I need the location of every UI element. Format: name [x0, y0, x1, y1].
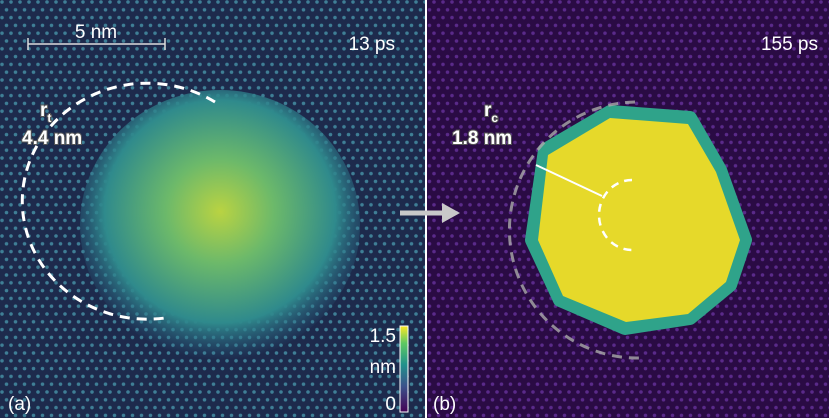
colorbar-unit: nm — [370, 357, 396, 378]
radius-value: 4.4 nm — [22, 128, 82, 149]
blob — [80, 90, 360, 360]
subscript: c — [491, 111, 498, 125]
panel-a: 5 nm 13 ps rt 4.4 nm 1.5 nm 0 (a) — [0, 0, 425, 418]
panel-label: (a) — [8, 394, 31, 415]
time-label: 155 ps — [761, 34, 818, 55]
colorbar-min: 0 — [385, 394, 396, 415]
colorbar-max: 1.5 — [370, 326, 396, 347]
page: 5 nm 13 ps rt 4.4 nm 1.5 nm 0 (a) 155 ps… — [0, 0, 829, 418]
colorbar — [400, 326, 408, 412]
panel-label: (b) — [433, 394, 456, 415]
panel-b: 155 ps rc 1.8 nm (b) — [427, 0, 829, 418]
subscript: t — [47, 111, 51, 125]
radius-value: 1.8 nm — [452, 128, 512, 149]
time-label: 13 ps — [349, 34, 395, 55]
figure: 5 nm 13 ps rt 4.4 nm 1.5 nm 0 (a) 155 ps… — [0, 0, 829, 418]
divider — [425, 0, 427, 418]
scale-bar-label: 5 nm — [75, 22, 117, 43]
